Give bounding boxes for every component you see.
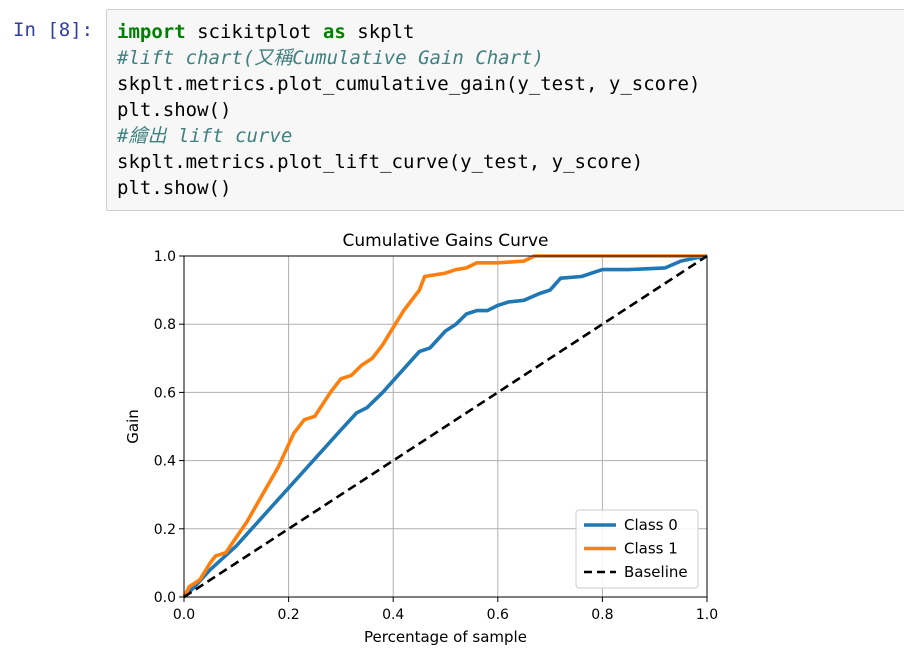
code-line: plt.show() — [117, 175, 904, 201]
code-line: #繪出 lift curve — [117, 123, 904, 149]
series-lines — [182, 254, 708, 599]
chart-title: Cumulative Gains Curve — [343, 231, 549, 251]
chart-svg: 0.0 0.2 0.4 0.6 0.8 1.0 0.0 0.2 0.4 0.6 0.8 1.0 Cum… — [124, 231, 718, 646]
code-line: import scikitplot as skplt — [117, 19, 904, 45]
x-tick-label: 0.2 — [277, 607, 299, 623]
y-tick-label: 0.2 — [154, 522, 176, 538]
code-comment: #繪出 lift curve — [117, 125, 293, 147]
y-tick-label: 0.0 — [154, 590, 176, 606]
legend-label: Baseline — [624, 563, 688, 581]
y-tick-label: 1.0 — [154, 249, 176, 265]
code-text: plt.show() — [117, 177, 232, 199]
code-text: plt.show() — [117, 99, 232, 121]
legend-label: Class 1 — [624, 540, 678, 558]
code-keyword: as — [322, 21, 346, 43]
legend: Class 0 Class 1 Baseline — [575, 509, 699, 589]
x-tick-label: 1.0 — [696, 607, 718, 623]
x-tick-label: 0.6 — [487, 607, 509, 623]
code-text: skplt.metrics.plot_lift_curve(y_test, y_… — [117, 151, 644, 173]
code-line: skplt.metrics.plot_lift_curve(y_test, y_… — [117, 149, 904, 175]
code-line: #lift chart(又稱Cumulative Gain Chart) — [117, 45, 904, 71]
code-cell-input[interactable]: import scikitplot as skplt #lift chart(又稱… — [106, 9, 904, 211]
cumulative-gains-plot: 0.0 0.2 0.4 0.6 0.8 1.0 0.0 0.2 0.4 0.6 0.8 1.0 Cum… — [106, 220, 746, 664]
code-line: skplt.metrics.plot_cumulative_gain(y_tes… — [117, 71, 904, 97]
legend-box — [575, 509, 699, 589]
plot-frame — [183, 255, 708, 598]
x-tick-label: 0.4 — [382, 607, 404, 623]
y-tick-label: 0.4 — [154, 454, 176, 470]
code-text: skplt — [345, 21, 415, 43]
y-tick-label: 0.8 — [154, 317, 176, 333]
code-text: scikitplot — [185, 21, 323, 43]
x-tick-label: 0.8 — [591, 607, 613, 623]
code-comment: #lift chart(又稱Cumulative Gain Chart) — [117, 47, 544, 69]
series-line-class-1 — [182, 254, 707, 598]
legend-label: Class 0 — [624, 516, 678, 534]
series-line-class-0 — [182, 254, 708, 599]
y-axis-label: Gain — [124, 409, 142, 444]
axis-ticks: 0.0 0.2 0.4 0.6 0.8 1.0 0.0 0.2 0.4 0.6 0.8 1.0 — [154, 249, 718, 623]
code-keyword: import — [117, 21, 186, 43]
y-tick-label: 0.6 — [154, 385, 176, 401]
cell-prompt: In [8]: — [13, 19, 94, 41]
code-text: skplt.metrics.plot_cumulative_gain(y_tes… — [117, 73, 701, 95]
code-line: plt.show() — [117, 97, 904, 123]
x-axis-label: Percentage of sample — [364, 628, 527, 646]
series-line-baseline — [183, 254, 708, 599]
grid-lines — [183, 255, 708, 598]
x-tick-label: 0.0 — [173, 607, 195, 623]
